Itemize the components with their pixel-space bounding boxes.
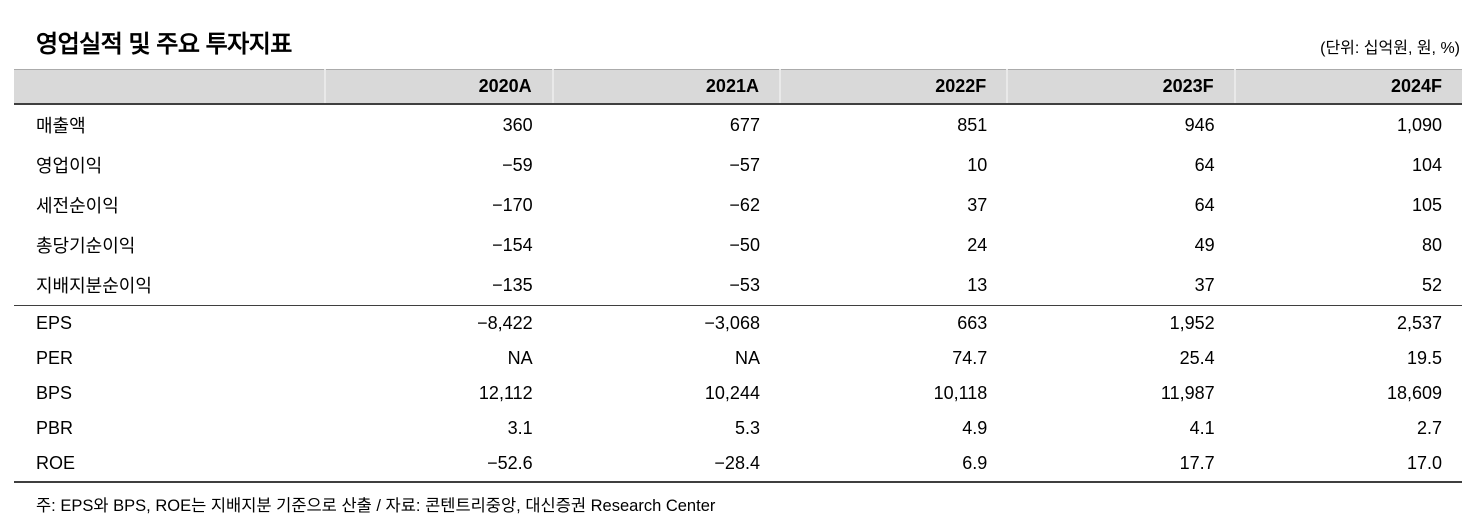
page-title: 영업실적 및 주요 투자지표: [36, 31, 292, 58]
row-label: 지배지분순이익: [14, 265, 326, 306]
table-row-roe: ROE −52.6 −28.4 6.9 17.7 17.0: [14, 446, 1462, 483]
table-cell: 2.7: [1416, 418, 1442, 438]
row-label: BPS: [36, 383, 73, 403]
table-cell: −57: [729, 154, 760, 175]
table-cell: 18,609: [1386, 383, 1442, 403]
table-cell: 2,537: [1396, 313, 1442, 333]
table-row-pbr: PBR 3.1 5.3 4.9 4.1 2.7: [14, 411, 1462, 446]
table-cell: 10: [967, 154, 988, 175]
table-cell: −28.4: [552, 446, 780, 483]
row-label: PBR: [36, 418, 74, 438]
table-cell: 52: [1234, 265, 1462, 306]
table-cell: −52.6: [325, 446, 553, 483]
table-cell: 64: [1194, 194, 1215, 215]
table-cell: −50: [729, 234, 760, 255]
table-cell: 17.7: [1007, 446, 1235, 483]
table-cell: 13: [779, 265, 1008, 306]
table-row-total-net-profit: 총당기순이익 −154 −50 24 49 80: [14, 225, 1462, 265]
table-cell: 360: [502, 114, 533, 135]
column-header-empty: [14, 69, 326, 105]
table-row-pretax-profit: 세전순이익 −170 −62 37 64 105: [14, 185, 1462, 225]
table-cell: 851: [957, 114, 988, 135]
table-cell: NA: [734, 348, 760, 368]
table-cell: 105: [1411, 194, 1442, 215]
table-cell: −3,068: [704, 313, 760, 333]
row-label: 매출액: [36, 116, 86, 136]
row-label: 세전순이익: [36, 196, 119, 216]
row-label: EPS: [36, 313, 73, 333]
table-cell: 1,952: [1169, 313, 1215, 333]
table-header-row: 2020A 2021A 2022F 2023F 2024F: [14, 69, 1462, 105]
table-cell: 49: [1194, 234, 1215, 255]
column-header-2020a: 2020A: [324, 69, 553, 105]
table-cell: 37: [1007, 265, 1235, 306]
table-cell: 677: [729, 114, 760, 135]
table-cell: 10,244: [704, 383, 760, 403]
column-header-2021a: 2021A: [551, 69, 780, 105]
table-cell: NA: [507, 348, 533, 368]
table-cell: 104: [1411, 154, 1442, 175]
column-header-2023f: 2023F: [1006, 69, 1235, 105]
table-cell: 74.7: [952, 348, 988, 368]
table-row-eps: EPS −8,422 −3,068 663 1,952 2,537: [14, 306, 1462, 342]
row-label: 영업이익: [36, 156, 103, 176]
table-row-revenue: 매출액 360 677 851 946 1,090: [14, 104, 1462, 145]
table-cell: −8,422: [477, 313, 533, 333]
table-cell: 4.9: [962, 418, 988, 438]
financial-table: 2020A 2021A 2022F 2023F 2024F 매출액 360 67…: [14, 69, 1462, 483]
table-cell: 12,112: [478, 383, 533, 403]
column-header-2024f: 2024F: [1233, 69, 1462, 105]
table-cell: 17.0: [1234, 446, 1462, 483]
table-row-bps: BPS 12,112 10,244 10,118 11,987 18,609: [14, 376, 1462, 411]
row-label: ROE: [14, 446, 326, 483]
table-row-per: PER NA NA 74.7 25.4 19.5: [14, 341, 1462, 376]
column-header-2022f: 2022F: [778, 69, 1008, 105]
footnote: 주: EPS와 BPS, ROE는 지배지분 기준으로 산출 / 자료: 콘텐트…: [36, 497, 716, 515]
table-row-controlling-net-profit: 지배지분순이익 −135 −53 13 37 52: [14, 265, 1462, 306]
row-label: 총당기순이익: [36, 236, 136, 256]
table-cell: 24: [967, 234, 988, 255]
table-cell: 64: [1194, 154, 1215, 175]
table-cell: 663: [957, 313, 988, 333]
table-cell: 19.5: [1406, 348, 1442, 368]
table-cell: −62: [729, 194, 760, 215]
table-cell: 3.1: [507, 418, 533, 438]
table-cell: −59: [502, 154, 533, 175]
table-cell: 10,118: [933, 383, 988, 403]
table-cell: 1,090: [1396, 114, 1442, 135]
table-cell: 37: [967, 194, 988, 215]
table-cell: 5.3: [734, 418, 760, 438]
table-cell: −53: [552, 265, 780, 306]
unit-note: (단위: 십억원, 원, %): [1320, 40, 1460, 57]
table-cell: 946: [1184, 114, 1215, 135]
table-cell: 11,987: [1160, 383, 1215, 403]
table-row-operating-profit: 영업이익 −59 −57 10 64 104: [14, 145, 1462, 185]
table-cell: −170: [492, 194, 533, 215]
table-cell: −135: [325, 265, 553, 306]
table-cell: 6.9: [779, 446, 1008, 483]
table-cell: 80: [1421, 234, 1442, 255]
row-label: PER: [36, 348, 74, 368]
table-cell: 25.4: [1179, 348, 1215, 368]
table-cell: −154: [492, 234, 533, 255]
section-header: 영업실적 및 주요 투자지표 (단위: 십억원, 원, %): [14, 24, 1462, 69]
table-cell: 4.1: [1189, 418, 1215, 438]
